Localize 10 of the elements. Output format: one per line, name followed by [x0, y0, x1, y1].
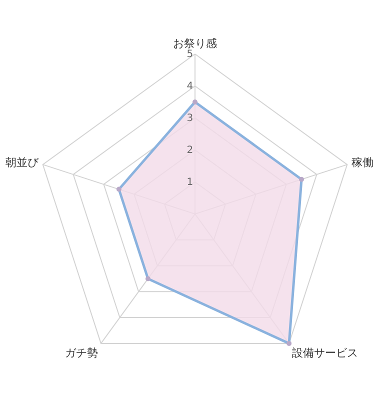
y-tick-label: 4 [186, 81, 194, 92]
y-tick-label: 1 [186, 177, 194, 188]
spoke-label: 設備サービス [292, 346, 358, 360]
y-tick-label: 3 [186, 113, 194, 124]
spoke-label: ガチ勢 [65, 346, 98, 360]
spoke-label: 朝並び [5, 156, 40, 170]
spoke-label: お祭り感 [173, 37, 217, 50]
spoke-label: 稼働 [352, 156, 374, 170]
y-tick-label: 5 [186, 49, 194, 60]
y-tick-label: 2 [186, 145, 194, 156]
